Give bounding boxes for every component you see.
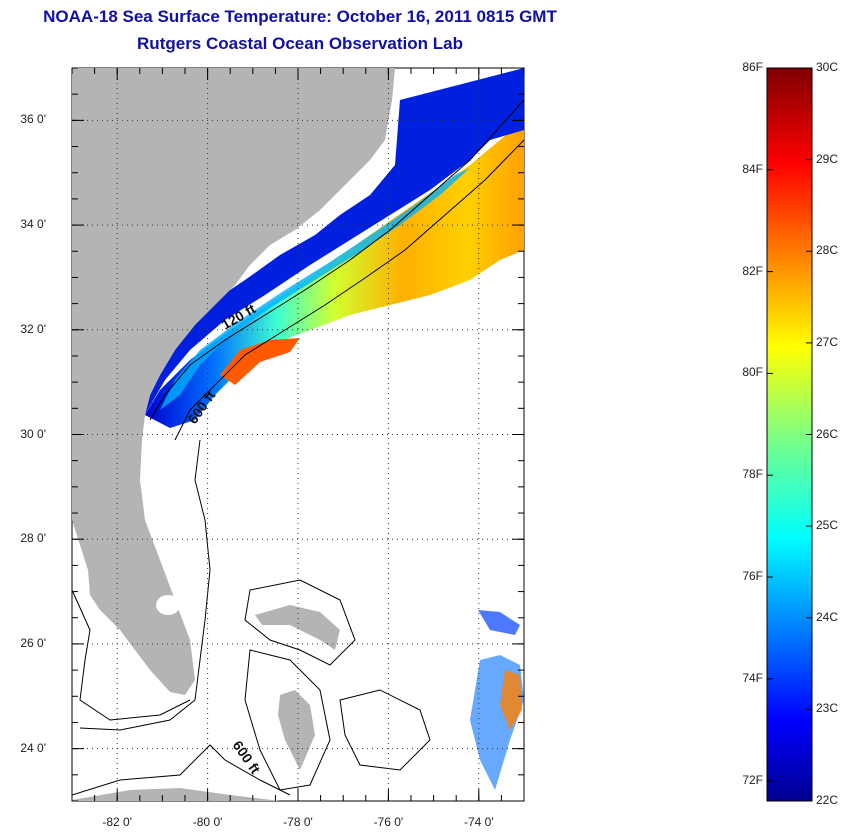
- lon-label: -78 0': [283, 815, 313, 829]
- sst-coastal-cold: [145, 68, 524, 415]
- map-subtitle: Rutgers Coastal Ocean Observation Lab: [137, 34, 463, 53]
- colorbar-c-label: 28C: [816, 243, 839, 258]
- colorbar-f-label: 76F: [742, 569, 763, 584]
- contour-florida-shelf: [79, 439, 211, 731]
- sst-coastal-mid: [160, 168, 470, 410]
- lat-label: 26 0': [20, 635, 46, 650]
- land-cuba: [72, 788, 280, 801]
- colorbar-ticks: [767, 67, 812, 802]
- colorbar-c-label: 26C: [816, 426, 839, 441]
- colorbar-f-label: 86F: [742, 60, 763, 74]
- colorbar-f-label: 82F: [742, 263, 763, 278]
- colorbar-c-label: 24C: [816, 609, 839, 624]
- colorbar-c-label: 30C: [816, 60, 839, 74]
- colorbar-c-label: 27C: [816, 334, 839, 349]
- lat-label: 32 0': [20, 321, 46, 336]
- graticule: [72, 68, 524, 801]
- colorbar-f-label: 74F: [742, 670, 763, 685]
- colorbar-f-label: 72F: [742, 772, 763, 787]
- lon-label: -76 0': [373, 815, 404, 829]
- sst-hot-patch: [220, 338, 300, 385]
- lat-label: 36 0': [20, 112, 46, 127]
- lat-label: 30 0': [20, 426, 46, 441]
- colorbar-c-label: 23C: [816, 701, 839, 716]
- contour-120ft: [149, 99, 524, 421]
- colorbar-f-label: 84F: [742, 161, 763, 176]
- lon-label: -74 0': [463, 815, 494, 829]
- contour-cuba-shelf: [72, 744, 291, 796]
- colorbar-c-label: 29C: [816, 151, 839, 166]
- contour-600ft: [174, 139, 524, 441]
- lat-label: 34 0': [20, 217, 46, 232]
- map-title: NOAA-18 Sea Surface Temperature: October…: [43, 7, 557, 26]
- lon-label: -80 0': [192, 815, 223, 829]
- land-bahamas-grand: [255, 605, 340, 650]
- colorbar-c-label: 22C: [816, 793, 839, 807]
- colorbar-f-label: 80F: [742, 365, 763, 380]
- sst-scattered-se: [478, 610, 520, 635]
- frame-ticks: [71, 67, 525, 802]
- land-bahamas-andros: [278, 690, 315, 770]
- contour-bahamas-outer: [244, 579, 431, 791]
- lon-label: -82 0': [102, 815, 133, 829]
- lat-label: 24 0': [20, 740, 46, 755]
- colorbar-f-label: 78F: [742, 467, 763, 482]
- colorbar: [766, 67, 813, 802]
- contour-florida-west: [72, 589, 191, 721]
- lake-okeechobee: [156, 595, 180, 615]
- colorbar-c-label: 25C: [816, 518, 839, 533]
- sst-scattered-south-warm: [500, 670, 522, 730]
- lat-label: 28 0': [20, 531, 46, 546]
